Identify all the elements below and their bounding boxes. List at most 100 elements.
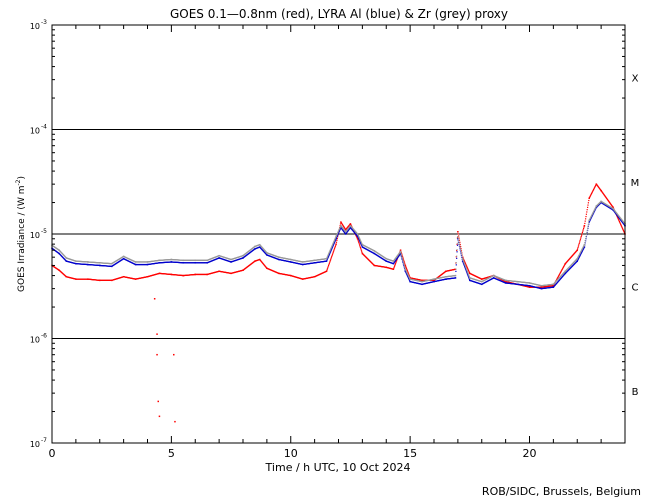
series-dot <box>395 260 398 262</box>
series-dot <box>360 248 362 250</box>
series-dot <box>462 260 465 262</box>
series-dot <box>421 280 423 283</box>
series-dot <box>456 257 458 259</box>
series-dot <box>331 248 333 250</box>
series-dot <box>466 267 469 269</box>
series-dot <box>333 241 336 244</box>
series-dot <box>325 258 327 260</box>
series-dot <box>395 261 397 263</box>
series-dot <box>594 207 597 209</box>
series-dot <box>461 256 463 258</box>
series-dot <box>373 252 375 254</box>
series-dot <box>463 261 465 263</box>
series-dot <box>576 260 578 262</box>
series-dot <box>337 233 339 235</box>
series-dot <box>394 265 396 267</box>
series-dot <box>405 267 408 270</box>
series-dot <box>590 193 592 195</box>
series-dot <box>405 269 407 271</box>
series-dot <box>582 230 584 232</box>
series-dot <box>399 253 401 255</box>
series-dot <box>464 261 466 263</box>
series-dot <box>342 225 344 227</box>
series-dot <box>459 245 461 247</box>
series-dot <box>458 239 460 242</box>
series-dot <box>360 242 362 245</box>
series-dot <box>593 187 595 189</box>
series-dot <box>74 260 77 262</box>
series-dot <box>581 251 583 253</box>
series-dot <box>406 274 408 277</box>
series-dot <box>408 278 410 280</box>
series-dot <box>331 246 334 248</box>
series-dot <box>586 209 588 211</box>
series-dot <box>277 272 280 274</box>
series-dot <box>557 276 559 278</box>
flare-class-labels: X M C B <box>631 73 640 398</box>
series-dot <box>579 254 582 256</box>
series-dot <box>331 244 334 246</box>
series-dot <box>589 219 591 222</box>
series-dot <box>579 238 582 240</box>
series-dot <box>326 269 328 271</box>
series-dot <box>392 268 394 270</box>
series-dot <box>577 245 580 247</box>
series-dot <box>301 278 303 280</box>
series-dot <box>558 274 560 276</box>
series-dot <box>465 264 467 266</box>
series-dot <box>394 263 397 265</box>
series-dot <box>330 258 332 260</box>
series-dot <box>557 277 559 279</box>
series-dot <box>330 257 332 259</box>
series-dot <box>581 233 583 235</box>
series-dot <box>357 234 359 236</box>
series-dot <box>332 244 334 246</box>
series-dot <box>454 274 457 277</box>
series-dot <box>618 220 621 223</box>
series-dot <box>577 255 580 257</box>
series-dot <box>407 274 409 276</box>
series-dot <box>593 211 595 213</box>
series-dot <box>334 245 336 247</box>
series-dot <box>333 250 335 252</box>
series-dot <box>406 272 408 274</box>
series-dot <box>408 279 410 281</box>
series-dot <box>385 257 387 260</box>
series-dot <box>585 213 588 215</box>
data-point <box>153 298 156 300</box>
credit-text: ROB/SIDC, Brussels, Belgium <box>482 485 641 498</box>
series-dot <box>301 261 303 263</box>
series-dot <box>458 241 460 243</box>
series-dot <box>456 237 459 239</box>
series-dot <box>465 269 467 271</box>
series-dot <box>405 265 407 268</box>
series-dot <box>588 220 591 222</box>
series-dot <box>332 243 334 245</box>
series-dot <box>463 262 465 264</box>
series-dot <box>586 211 588 213</box>
series-dot <box>464 261 466 264</box>
series-dot <box>404 267 406 269</box>
series-dot <box>359 245 361 247</box>
series-dot <box>359 241 361 244</box>
series-dot <box>358 236 360 238</box>
series-dot <box>407 276 409 278</box>
y-tick-exponent: -7 <box>41 437 47 444</box>
series-dot <box>585 238 587 240</box>
series-dot <box>460 250 462 253</box>
series-dot <box>595 184 597 186</box>
series-dot <box>407 273 410 275</box>
series-dot <box>334 237 336 239</box>
series-dot <box>576 249 578 251</box>
series-dot <box>358 238 360 240</box>
series-dot <box>577 259 579 261</box>
series-dot <box>586 206 589 208</box>
data-point <box>335 235 337 238</box>
series-dot <box>468 278 471 280</box>
series-dot <box>359 241 361 243</box>
series-dot <box>621 227 623 229</box>
series-dot <box>466 270 469 273</box>
series-dot <box>579 255 581 257</box>
series-dot <box>463 260 465 262</box>
